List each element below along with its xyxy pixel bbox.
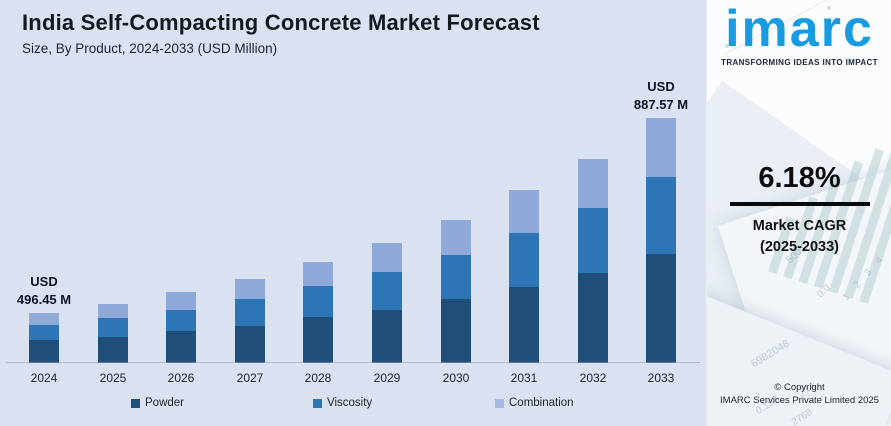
x-tick-2031: 2031 xyxy=(510,371,538,385)
page-title: India Self-Compacting Concrete Market Fo… xyxy=(22,10,540,35)
imarc-logo-tagline: TRANSFORMING IDEAS INTO IMPACT xyxy=(721,57,878,67)
x-tick-2030: 2030 xyxy=(442,371,470,385)
bar-2026 xyxy=(166,292,196,363)
bar-segment-viscosity-2028 xyxy=(303,286,333,317)
bar-segment-powder-2029 xyxy=(372,310,402,363)
value-label-2024: USD 496.45 M xyxy=(16,274,72,307)
bar-2027 xyxy=(235,279,265,363)
x-tick-2027: 2027 xyxy=(236,371,264,385)
bar-segment-powder-2028 xyxy=(303,317,333,363)
decor-watermark: 2768 xyxy=(789,406,815,426)
bar-segment-combination-2031 xyxy=(509,190,539,233)
bar-2029 xyxy=(372,243,402,363)
bar-segment-powder-2031 xyxy=(509,287,539,363)
legend-label-combination: Combination xyxy=(509,397,574,409)
x-tick-2024: 2024 xyxy=(30,371,58,385)
imarc-logo-text: imarc xyxy=(725,0,874,58)
bar-2033 xyxy=(646,118,676,363)
cagr-divider xyxy=(729,202,870,206)
x-tick-2029: 2029 xyxy=(373,371,401,385)
bar-segment-viscosity-2026 xyxy=(166,310,196,331)
bar-2030 xyxy=(441,220,471,363)
bar-segment-powder-2033 xyxy=(646,254,676,363)
bar-segment-combination-2024 xyxy=(29,313,59,325)
bar-segment-combination-2033 xyxy=(646,118,676,177)
bar-segment-viscosity-2027 xyxy=(235,299,265,326)
copyright-line2: IMARC Services Private Limited 2025 xyxy=(720,394,879,406)
bar-segment-powder-2024 xyxy=(29,340,59,363)
x-axis-line xyxy=(6,362,700,363)
x-tick-2032: 2032 xyxy=(579,371,607,385)
bar-segment-viscosity-2032 xyxy=(578,208,608,273)
bar-segment-powder-2032 xyxy=(578,273,608,363)
bar-segment-viscosity-2030 xyxy=(441,255,471,299)
legend-label-viscosity: Viscosity xyxy=(327,397,373,409)
imarc-logo: imarc TRANSFORMING IDEAS INTO IMPACT xyxy=(707,0,891,67)
copyright-line1: © Copyright xyxy=(774,382,825,393)
bar-2024 xyxy=(29,313,59,363)
cagr-label-line1: Market CAGR xyxy=(752,218,847,234)
bar-2028 xyxy=(303,262,333,363)
chart-panel: India Self-Compacting Concrete Market Fo… xyxy=(0,0,706,426)
chart-subtitle: Size, By Product, 2024-2033 (USD Million… xyxy=(22,41,278,56)
bar-segment-combination-2030 xyxy=(441,220,471,255)
legend-swatch-viscosity xyxy=(313,398,322,408)
bar-segment-combination-2026 xyxy=(166,292,196,310)
legend-item-combination: Combination xyxy=(495,397,574,409)
brand-sidebar: 500.0 0.0 1 2 3 4 6982048 0.157 714 2768… xyxy=(706,0,891,426)
bar-segment-combination-2028 xyxy=(303,262,333,286)
bar-2025 xyxy=(98,304,128,363)
bar-segment-powder-2030 xyxy=(441,299,471,363)
x-tick-2025: 2025 xyxy=(99,371,127,385)
bar-segment-viscosity-2024 xyxy=(29,325,59,340)
legend-label-powder: Powder xyxy=(145,397,184,409)
bar-segment-viscosity-2025 xyxy=(98,318,128,337)
chart-legend: Powder Viscosity Combination xyxy=(0,397,706,413)
legend-item-viscosity: Viscosity xyxy=(313,397,372,409)
cagr-label: Market CAGR (2025-2033) xyxy=(707,216,891,258)
cagr-value: 6.18% xyxy=(758,162,841,194)
x-tick-2026: 2026 xyxy=(167,371,195,385)
cagr-block: 6.18% Market CAGR (2025-2033) xyxy=(707,162,891,258)
bar-segment-viscosity-2029 xyxy=(372,272,402,310)
value-label-2033: USD 887.57 M xyxy=(633,79,689,112)
bar-segment-powder-2025 xyxy=(98,337,128,363)
bar-segment-powder-2026 xyxy=(166,331,196,363)
bar-segment-combination-2029 xyxy=(372,243,402,272)
bar-segment-viscosity-2031 xyxy=(509,233,539,287)
copyright: © Copyright IMARC Services Private Limit… xyxy=(707,382,891,408)
bar-segment-viscosity-2033 xyxy=(646,177,676,254)
bar-segment-powder-2027 xyxy=(235,326,265,363)
bar-2031 xyxy=(509,190,539,363)
x-tick-2028: 2028 xyxy=(304,371,332,385)
bar-2032 xyxy=(578,159,608,363)
bar-segment-combination-2027 xyxy=(235,279,265,299)
x-tick-2033: 2033 xyxy=(647,371,675,385)
legend-item-powder: Powder xyxy=(131,397,184,409)
decor-watermark: 6982048 xyxy=(749,337,792,371)
bar-segment-combination-2025 xyxy=(98,304,128,318)
plot-area xyxy=(29,118,676,363)
cagr-label-line2: (2025-2033) xyxy=(760,239,839,256)
legend-swatch-powder xyxy=(131,398,140,408)
legend-swatch-combination xyxy=(495,398,504,408)
bar-segment-combination-2032 xyxy=(578,159,608,208)
